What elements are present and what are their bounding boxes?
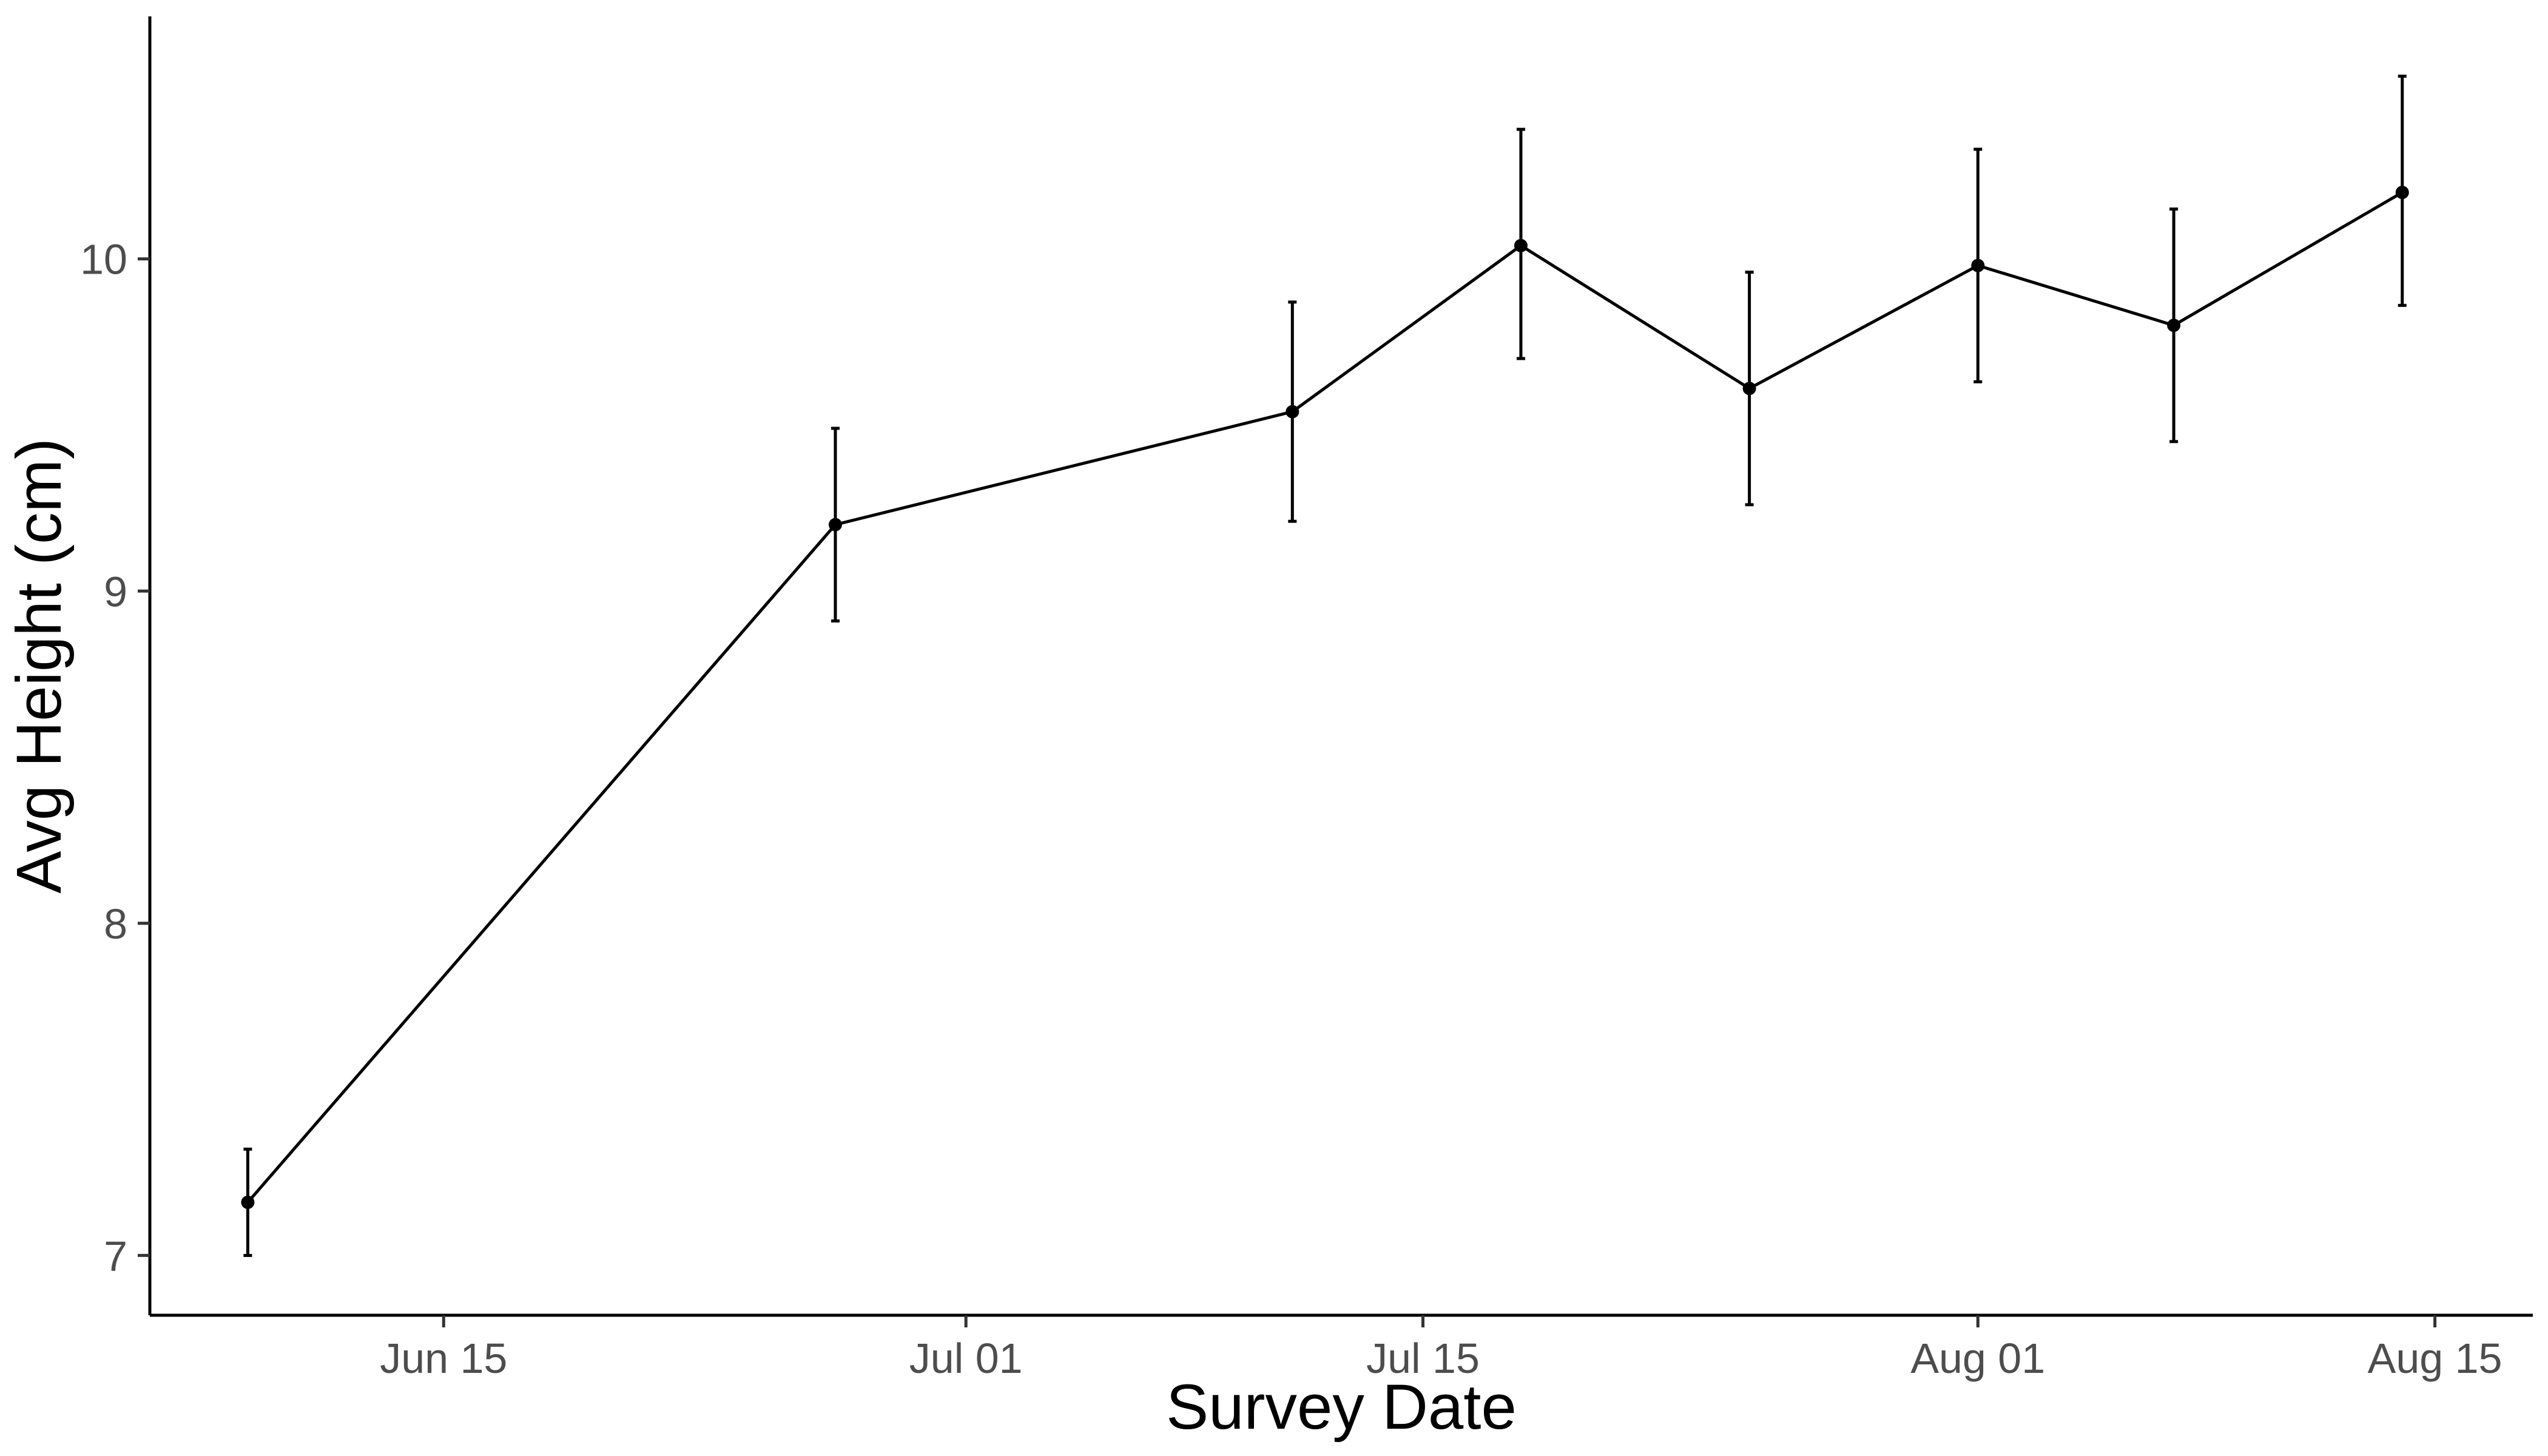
x-tick-label: Jul 01 xyxy=(909,1335,1023,1382)
y-tick-label: 7 xyxy=(104,1232,127,1279)
y-axis-ticks: 7 8 9 10 xyxy=(80,236,150,1279)
plot-layer xyxy=(241,75,2409,1257)
data-point xyxy=(2395,186,2409,200)
y-tick-label: 9 xyxy=(104,568,127,615)
x-tick-label: Aug 01 xyxy=(1910,1335,2045,1382)
data-point xyxy=(1742,382,1756,396)
data-point xyxy=(2167,318,2181,332)
data-point xyxy=(1286,405,1299,419)
x-tick-label: Aug 15 xyxy=(2368,1335,2502,1382)
y-axis-title: Avg Height (cm) xyxy=(4,438,75,894)
x-axis-ticks: Jun 15 Jul 01 Jul 15 Aug 01 Aug 15 xyxy=(380,1315,2502,1382)
y-tick-label: 8 xyxy=(104,900,127,948)
series-line xyxy=(246,191,2404,1204)
x-tick-label: Jun 15 xyxy=(380,1335,507,1382)
data-point xyxy=(241,1195,255,1209)
data-point xyxy=(828,517,842,531)
data-point xyxy=(1971,258,1985,272)
data-point xyxy=(1514,238,1528,252)
y-tick-label: 10 xyxy=(80,236,127,283)
x-tick-label: Jul 15 xyxy=(1366,1335,1480,1382)
x-axis-title: Survey Date xyxy=(1166,1372,1517,1443)
